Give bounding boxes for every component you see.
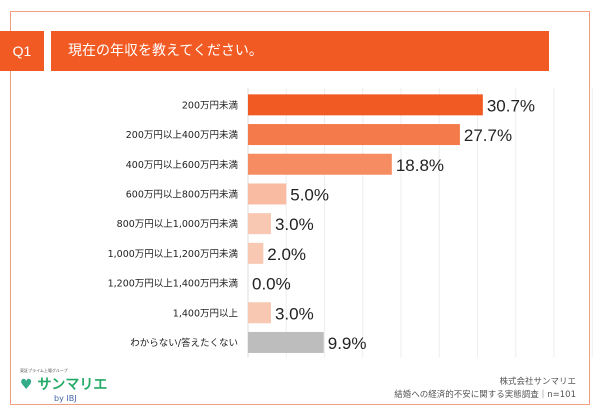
- question-title: 現在の年収を教えてください。: [51, 31, 549, 71]
- credit: 株式会社サンマリエ 結婚への経済的不安に関する実態調査｜n=101: [394, 376, 576, 402]
- value-label: 3.0%: [275, 304, 314, 323]
- category-label: 1,200万円以上1,400万円未満: [108, 278, 239, 290]
- logo-name: ♥ サンマリエ: [20, 377, 108, 393]
- value-label: 9.9%: [328, 334, 367, 353]
- category-label: 400万円以上600万円未満: [126, 159, 239, 171]
- category-label: わからない/答えたくない: [130, 337, 238, 349]
- category-label: 800万円以上1,000万円未満: [117, 218, 239, 230]
- value-label: 0.0%: [252, 275, 291, 294]
- value-label: 27.7%: [464, 126, 512, 145]
- value-label: 2.0%: [267, 245, 306, 264]
- bar: [248, 242, 264, 264]
- bar: [248, 183, 287, 205]
- bar: [248, 153, 392, 175]
- category-label: 600万円以上800万円未満: [126, 188, 239, 200]
- value-label: 30.7%: [487, 96, 535, 115]
- value-label: 18.8%: [396, 156, 444, 175]
- bar: [248, 302, 271, 324]
- bar: [248, 331, 324, 353]
- bar: [248, 124, 460, 146]
- category-label: 1,000万円以上1,200万円未満: [108, 248, 239, 260]
- question-number: Q1: [0, 31, 44, 71]
- value-label: 3.0%: [275, 215, 314, 234]
- chart-frame: [10, 11, 590, 405]
- company-name: 株式会社サンマリエ: [499, 377, 576, 387]
- bar: [248, 213, 271, 235]
- logo: 東証プライム上場グループ ♥ サンマリエ by IBJ: [20, 368, 107, 403]
- logo-by: by IBJ: [54, 394, 77, 403]
- category-label: 200万円以上400万円未満: [126, 129, 239, 141]
- logo-tagline: 東証プライム上場グループ: [20, 368, 68, 373]
- bar: [248, 94, 483, 116]
- value-label: 5.0%: [290, 185, 329, 204]
- survey-name: 結婚への経済的不安に関する実態調査｜n=101: [394, 390, 576, 400]
- category-label: 200万円未満: [182, 99, 239, 111]
- category-label: 1,400万円以上: [173, 308, 239, 319]
- leaf-icon: ♥: [20, 377, 33, 393]
